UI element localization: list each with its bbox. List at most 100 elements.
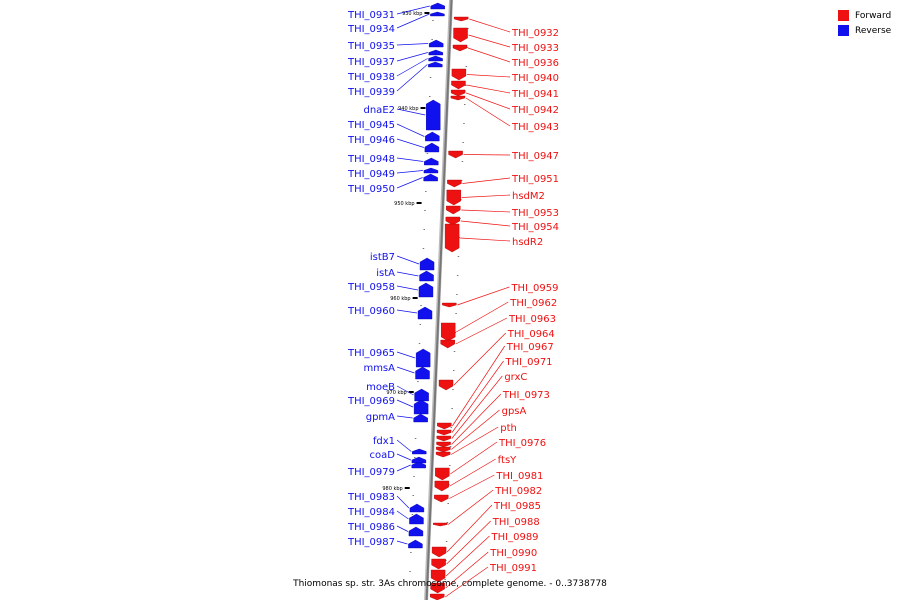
forward-gene-label[interactable]: THI_0942: [511, 105, 559, 116]
reverse-gene-label[interactable]: THI_0937: [347, 57, 395, 68]
reverse-gene-label[interactable]: THI_0986: [347, 522, 395, 533]
forward-gene-arrow[interactable]: [451, 68, 467, 81]
forward-gene-arrow[interactable]: [450, 95, 466, 101]
forward-gene-label[interactable]: THI_0933: [511, 43, 559, 54]
forward-gene-arrow[interactable]: [453, 27, 468, 43]
reverse-gene-label[interactable]: THI_0987: [347, 537, 395, 548]
reverse-gene-label[interactable]: THI_0950: [347, 184, 395, 195]
forward-gene-label[interactable]: ftsY: [498, 455, 517, 466]
reverse-gene-arrow[interactable]: [426, 99, 441, 131]
reverse-gene-label[interactable]: THI_0939: [347, 87, 395, 98]
reverse-gene-arrow[interactable]: [430, 2, 445, 10]
forward-gene-label[interactable]: THI_0936: [511, 58, 559, 69]
reverse-gene-arrow[interactable]: [408, 526, 424, 537]
reverse-gene-arrow[interactable]: [412, 448, 427, 455]
reverse-gene-label[interactable]: coaD: [370, 450, 396, 461]
reverse-gene-label[interactable]: THI_0949: [347, 169, 395, 180]
forward-gene-label[interactable]: THI_0947: [511, 151, 559, 162]
reverse-gene-arrow[interactable]: [417, 306, 433, 320]
forward-gene-label[interactable]: THI_0991: [489, 563, 537, 574]
forward-gene-arrow[interactable]: [431, 558, 446, 570]
forward-gene-arrow[interactable]: [436, 429, 452, 436]
forward-gene-label[interactable]: THI_0973: [502, 390, 550, 401]
forward-gene-label[interactable]: THI_0951: [511, 174, 559, 185]
reverse-gene-label[interactable]: istA: [376, 268, 395, 279]
reverse-gene-arrow[interactable]: [419, 270, 434, 282]
forward-gene-arrow[interactable]: [446, 189, 462, 206]
reverse-gene-arrow[interactable]: [411, 461, 426, 469]
reverse-gene-label[interactable]: gpmA: [366, 412, 395, 423]
forward-gene-label[interactable]: THI_0962: [509, 298, 557, 309]
forward-gene-label[interactable]: grxC: [504, 372, 527, 383]
forward-gene-arrow[interactable]: [438, 379, 454, 391]
forward-gene-label[interactable]: gpsA: [502, 406, 527, 417]
reverse-gene-label[interactable]: THI_0946: [347, 135, 395, 146]
forward-gene-arrow[interactable]: [440, 339, 455, 349]
reverse-gene-label[interactable]: THI_0945: [347, 120, 395, 131]
reverse-gene-label[interactable]: THI_0960: [347, 306, 395, 317]
reverse-gene-arrow[interactable]: [428, 55, 443, 62]
reverse-gene-label[interactable]: THI_0969: [347, 396, 395, 407]
reverse-gene-arrow[interactable]: [411, 456, 427, 464]
reverse-gene-label[interactable]: THI_0983: [347, 492, 395, 503]
reverse-gene-arrow[interactable]: [425, 131, 440, 142]
forward-gene-arrow[interactable]: [436, 441, 451, 448]
reverse-gene-label[interactable]: istB7: [370, 252, 395, 263]
reverse-gene-label[interactable]: THI_0935: [347, 41, 395, 52]
reverse-gene-arrow[interactable]: [428, 61, 443, 68]
reverse-gene-arrow[interactable]: [409, 513, 424, 525]
reverse-gene-arrow[interactable]: [430, 11, 445, 17]
forward-gene-arrow[interactable]: [434, 494, 449, 503]
forward-gene-arrow[interactable]: [436, 446, 451, 453]
forward-gene-arrow[interactable]: [444, 223, 460, 253]
reverse-gene-label[interactable]: THI_0979: [347, 467, 395, 478]
reverse-gene-arrow[interactable]: [423, 173, 438, 182]
forward-gene-arrow[interactable]: [437, 422, 452, 430]
forward-gene-arrow[interactable]: [442, 302, 457, 308]
forward-gene-arrow[interactable]: [434, 480, 450, 492]
forward-gene-arrow[interactable]: [447, 179, 462, 188]
forward-gene-arrow[interactable]: [431, 546, 447, 558]
forward-gene-label[interactable]: THI_0943: [511, 122, 559, 133]
reverse-gene-arrow[interactable]: [428, 49, 444, 56]
forward-gene-arrow[interactable]: [435, 451, 451, 458]
reverse-gene-arrow[interactable]: [415, 366, 430, 380]
forward-gene-arrow[interactable]: [430, 593, 445, 600]
reverse-gene-arrow[interactable]: [415, 348, 431, 368]
reverse-gene-label[interactable]: THI_0938: [347, 72, 395, 83]
forward-gene-arrow[interactable]: [441, 322, 456, 342]
forward-gene-arrow[interactable]: [452, 44, 468, 52]
reverse-gene-label[interactable]: THI_0958: [347, 282, 395, 293]
forward-gene-label[interactable]: THI_0963: [508, 314, 556, 325]
reverse-gene-label[interactable]: dnaE2: [364, 105, 396, 116]
reverse-gene-arrow[interactable]: [408, 539, 423, 549]
forward-gene-arrow[interactable]: [450, 89, 466, 97]
forward-gene-label[interactable]: THI_0940: [511, 73, 559, 84]
forward-gene-arrow[interactable]: [435, 467, 450, 481]
forward-gene-arrow[interactable]: [445, 216, 461, 226]
reverse-gene-label[interactable]: moeB: [366, 382, 395, 393]
forward-gene-arrow[interactable]: [430, 582, 445, 594]
forward-gene-label[interactable]: THI_0959: [510, 283, 558, 294]
reverse-gene-label[interactable]: THI_0931: [347, 10, 395, 21]
forward-gene-label[interactable]: THI_0981: [495, 471, 543, 482]
forward-gene-label[interactable]: THI_0941: [511, 89, 559, 100]
reverse-gene-arrow[interactable]: [413, 413, 428, 423]
reverse-gene-label[interactable]: mmsA: [363, 363, 395, 374]
forward-gene-label[interactable]: THI_0988: [492, 517, 540, 528]
forward-gene-arrow[interactable]: [451, 80, 466, 90]
forward-gene-label[interactable]: THI_0982: [494, 486, 542, 497]
forward-gene-label[interactable]: hsdM2: [512, 191, 545, 202]
reverse-gene-label[interactable]: THI_0948: [347, 154, 395, 165]
reverse-gene-arrow[interactable]: [414, 388, 429, 402]
reverse-gene-arrow[interactable]: [428, 39, 444, 48]
forward-gene-label[interactable]: THI_0967: [506, 342, 554, 353]
forward-gene-label[interactable]: THI_0985: [493, 501, 541, 512]
forward-gene-label[interactable]: pth: [500, 423, 517, 434]
reverse-gene-label[interactable]: fdx1: [373, 436, 395, 447]
forward-gene-label[interactable]: THI_0964: [507, 329, 555, 340]
reverse-gene-arrow[interactable]: [409, 503, 425, 513]
reverse-gene-label[interactable]: THI_0965: [347, 348, 395, 359]
reverse-gene-arrow[interactable]: [423, 167, 439, 174]
forward-gene-arrow[interactable]: [446, 205, 461, 215]
